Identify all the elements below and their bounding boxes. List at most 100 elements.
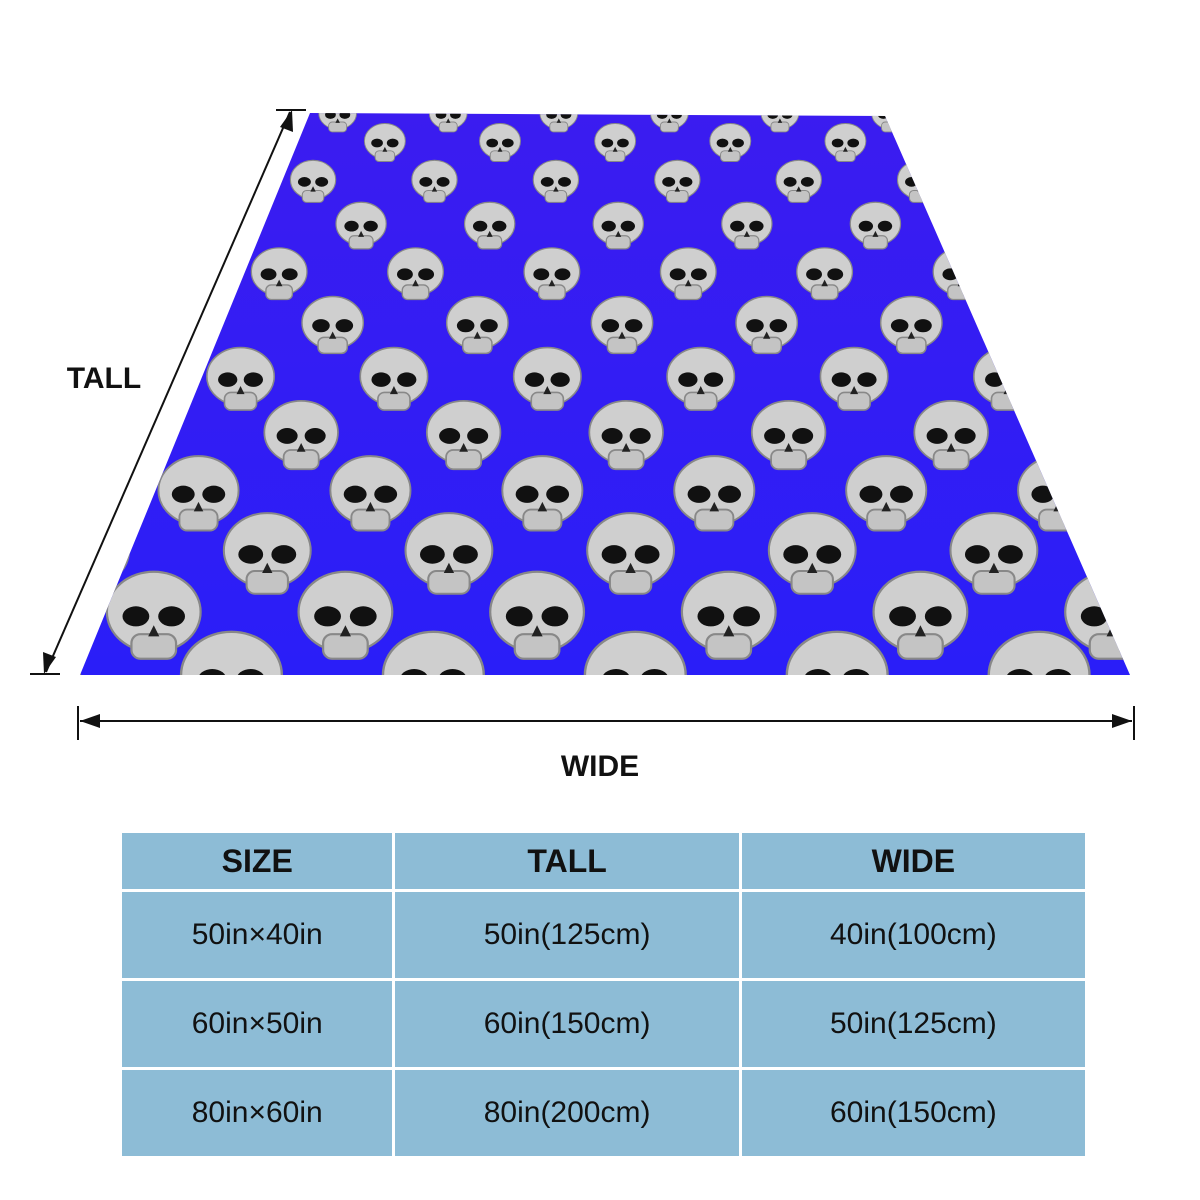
- skull: [981, 113, 1021, 133]
- skull-eye: [193, 177, 207, 187]
- size-cell: 40in(100cm): [741, 892, 1085, 978]
- skull-jaw: [8, 510, 46, 531]
- skull-eye: [435, 113, 447, 119]
- skull-nose: [262, 562, 273, 574]
- skull: [824, 123, 867, 163]
- skull-eye: [418, 268, 435, 281]
- illustration: TALL WIDE: [8, 109, 1200, 783]
- skull-jaw: [350, 508, 391, 532]
- skull: [978, 201, 1030, 250]
- skull-nose: [229, 230, 236, 237]
- skull-eye: [800, 177, 814, 187]
- skull-eye: [831, 138, 844, 148]
- skull: [329, 455, 412, 532]
- skull-jaw: [1040, 336, 1072, 355]
- skull-eye: [1078, 268, 1095, 281]
- skull-head: [100, 400, 177, 465]
- skull-head: [1126, 346, 1130, 407]
- skull-eye: [197, 668, 227, 675]
- skull: [263, 400, 339, 471]
- skull-head: [248, 123, 291, 160]
- skull-eye: [769, 319, 788, 333]
- skull-nose: [696, 386, 705, 395]
- skull-eye: [749, 220, 764, 232]
- skull-eye: [256, 138, 268, 148]
- skull-eye: [1117, 428, 1130, 444]
- skull: [207, 113, 247, 133]
- skull-eye: [629, 428, 651, 444]
- skull-nose: [796, 186, 802, 192]
- skull-eye: [304, 428, 326, 444]
- skull-jaw: [770, 121, 790, 133]
- skull-head: [1132, 513, 1200, 587]
- skull: [673, 455, 756, 532]
- skull-eye: [114, 428, 136, 444]
- skull-nose: [998, 118, 1004, 123]
- skull-eye: [456, 319, 475, 333]
- skull-jaw: [223, 391, 258, 411]
- skull-eye: [877, 113, 889, 119]
- skull: [1191, 632, 1200, 726]
- skull-nose: [236, 386, 245, 395]
- skull-nose: [1157, 386, 1165, 394]
- skull-jaw: [751, 336, 782, 355]
- skull-eye: [363, 220, 378, 232]
- skull-jaw: [1095, 449, 1130, 471]
- skull-jaw: [932, 449, 970, 471]
- skull-nose: [445, 118, 451, 123]
- size-row: 60in×50in 60in(150cm) 50in(125cm): [122, 981, 1085, 1067]
- skull-eye: [419, 177, 433, 187]
- skull-eye: [371, 138, 383, 148]
- skull-eye: [914, 319, 932, 333]
- skull: [512, 346, 582, 411]
- skull-jaw: [1030, 189, 1053, 203]
- skull: [479, 123, 521, 163]
- skull-nose: [727, 146, 733, 152]
- skull-eye: [987, 220, 1002, 232]
- header-cell: TALL: [395, 833, 739, 889]
- skull-eye: [450, 113, 461, 119]
- skull-eye: [1180, 545, 1200, 564]
- skull: [289, 159, 337, 203]
- size-cell: 60in(150cm): [741, 1070, 1085, 1156]
- skull-head: [583, 630, 687, 675]
- skull: [1068, 247, 1126, 301]
- skull: [819, 346, 889, 411]
- skull: [168, 159, 215, 203]
- skull-eye: [892, 113, 904, 119]
- skull-nose: [224, 118, 230, 123]
- skull-nose: [382, 146, 388, 152]
- skull-nose: [473, 331, 481, 339]
- skull-nose: [1170, 563, 1180, 573]
- skull-head: [981, 113, 1021, 130]
- skull-jaw: [477, 235, 503, 250]
- skull-jaw: [947, 284, 975, 301]
- skull-eye: [540, 177, 554, 187]
- skull: [879, 295, 943, 355]
- skull-eye: [142, 428, 164, 444]
- skull-jaw: [608, 569, 653, 595]
- skull: [206, 346, 276, 411]
- skull: [849, 201, 902, 250]
- skull-jaw: [991, 235, 1017, 250]
- skull-eye: [671, 113, 682, 119]
- skull-eye: [601, 545, 627, 564]
- skull-eye: [806, 268, 822, 281]
- skull-eye: [344, 220, 359, 232]
- skull-jaw: [674, 284, 703, 301]
- skull-nose: [872, 230, 879, 237]
- skull-eye: [238, 545, 264, 564]
- skull-head: [114, 247, 172, 297]
- skull-eye: [546, 485, 570, 503]
- skull-nose: [709, 501, 720, 512]
- skull-head: [978, 201, 1030, 246]
- skull: [592, 201, 644, 250]
- skull-jaw: [513, 633, 561, 660]
- skull-eye: [1115, 220, 1130, 232]
- skull-nose: [821, 279, 828, 287]
- skull-jaw: [950, 150, 971, 163]
- skull-nose: [743, 230, 750, 237]
- skull-nose: [553, 186, 559, 192]
- skull-nose: [1001, 230, 1007, 237]
